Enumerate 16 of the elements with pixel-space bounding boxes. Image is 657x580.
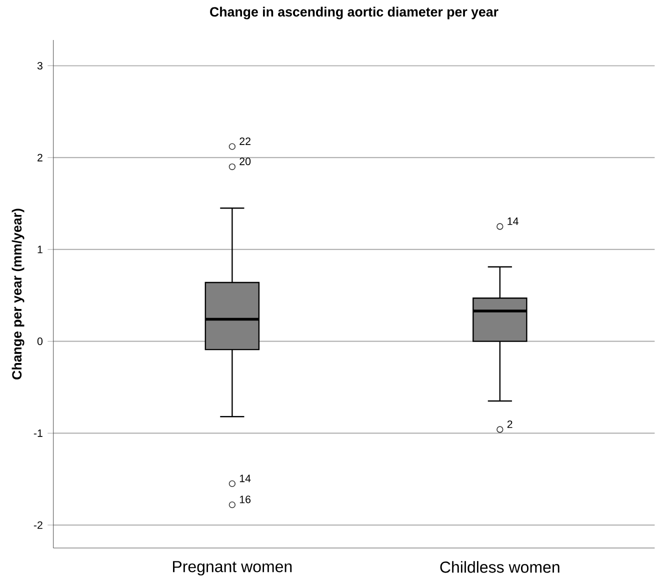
annotation: 2 bbox=[507, 420, 512, 428]
annotation: 22 bbox=[240, 138, 250, 146]
y-tick-label: -1 bbox=[34, 430, 42, 437]
y-tick-label: 1 bbox=[38, 246, 42, 254]
x-tick-label: Childless women bbox=[440, 561, 560, 573]
y-tick-label: 2 bbox=[38, 154, 42, 162]
y-tick-label: -2 bbox=[34, 521, 42, 529]
annotation: 20 bbox=[240, 158, 251, 166]
annotation: 16 bbox=[240, 496, 251, 504]
annotation: 14 bbox=[240, 474, 251, 482]
chart-title: Change in ascending aortic diameter per year bbox=[210, 6, 498, 20]
y-axis-title: Change per year (mm/year) bbox=[12, 208, 24, 380]
y-tick-label: 0 bbox=[37, 338, 43, 346]
x-tick-label: Pregnant women bbox=[173, 561, 292, 576]
y-tick-label: 3 bbox=[37, 62, 42, 70]
annotation: 14 bbox=[508, 218, 518, 225]
